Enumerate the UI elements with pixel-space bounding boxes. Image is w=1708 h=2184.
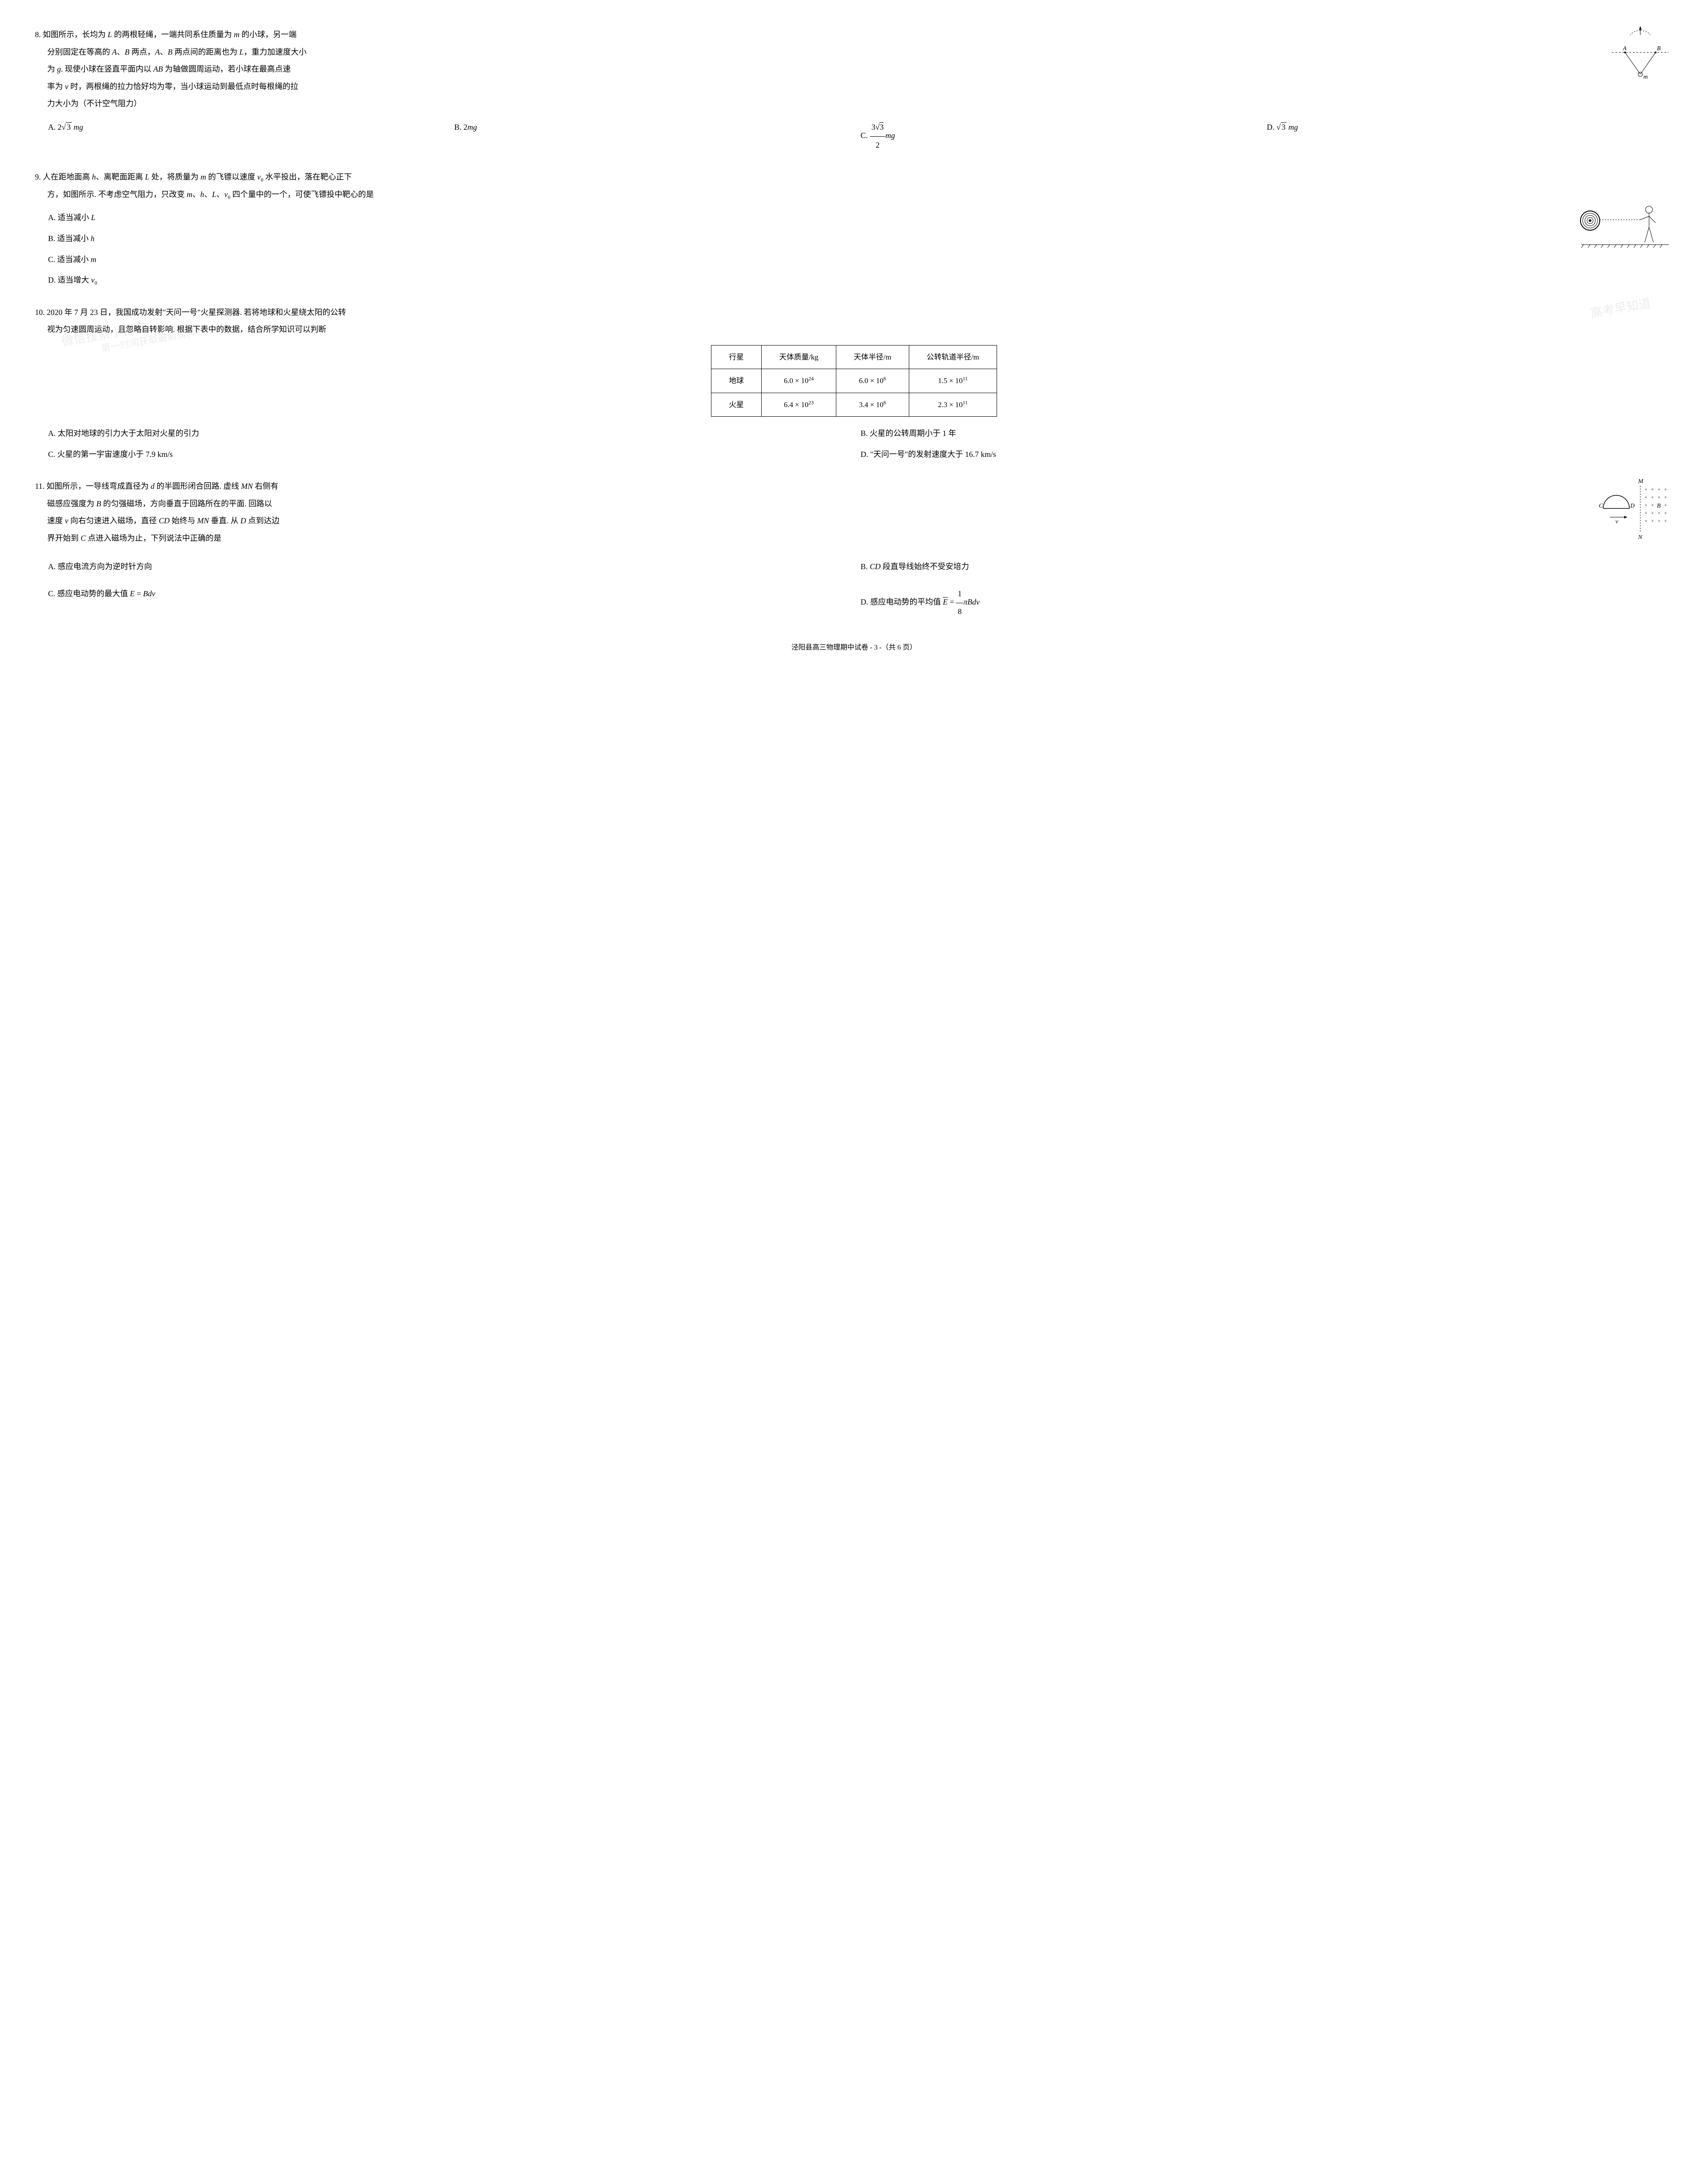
svg-text:×: × [1658,495,1660,500]
svg-text:×: × [1651,495,1654,500]
svg-text:×: × [1651,511,1654,516]
q10-option-d: D. "天问一号"的发射速度大于 16.7 km/s [861,444,1673,465]
q8-option-b: B. 2mg [454,117,860,156]
q11-option-b: B. CD 段直导线始终不受安培力 [861,556,1673,577]
q10-number: 10. [35,308,45,317]
q9-option-d: D. 适当增大 v0 [48,270,1568,291]
svg-text:×: × [1664,519,1667,524]
q11-options: A. 感应电流方向为逆时针方向 B. CD 段直导线始终不受安培力 C. 感应电… [35,556,1673,622]
svg-text:×: × [1645,511,1647,516]
svg-text:C: C [1599,503,1603,509]
q8-figure: A B m [1608,26,1673,90]
q11-line3: 速度 v 向右匀速进入磁场，直径 CD 始终与 MN 垂直. 从 D 点到达边 [35,512,1673,530]
q10-table: 行星 天体质量/kg 天体半径/m 公转轨道半径/m 地球 6.0 × 1024… [711,345,997,417]
svg-text:m: m [1643,74,1648,80]
question-11: M N × × × × × × × × × × × × × × × × × × × B C D v 11. … [35,478,1673,622]
q9-text: 9. 人在距地面高 h、离靶面距离 L 处，将质量为 m 的飞镖以速度 v0 水… [35,169,1673,186]
svg-text:×: × [1664,487,1667,492]
question-10: 高考早知道 微信搜索小程序 第一时间获取最新资料 10. 2020 年 7 月 … [35,304,1673,465]
table-row-mars: 火星 6.4 × 1023 3.4 × 106 2.3 × 1011 [711,393,997,416]
svg-text:×: × [1664,511,1667,516]
th-radius: 天体半径/m [836,345,909,369]
q8-text: 8. 如图所示，长均为 L 的两根轻绳，一端共同系住质量为 m 的小球，另一端 [35,26,1673,44]
q11-line2: 磁感应强度为 B 的匀强磁场，方向垂直于回路所在的平面. 回路以 [35,495,1673,513]
q11-option-d: D. 感应电动势的平均值 E = 18πBdv [861,584,1673,622]
svg-text:A: A [1622,45,1627,52]
svg-text:×: × [1651,503,1654,508]
page-footer: 泾阳县高三物理期中试卷 - 3 -（共 6 页） [35,640,1673,655]
th-mass: 天体质量/kg [762,345,836,369]
svg-text:×: × [1664,495,1667,500]
q8-option-a: A. 2√3 mg [48,117,454,156]
q9-line2: 方，如图所示. 不考虑空气阻力，只改变 m、h、L、v0 四个量中的一个，可使飞… [35,186,1673,204]
svg-text:×: × [1664,503,1667,508]
q10-option-b: B. 火星的公转周期小于 1 年 [861,423,1673,444]
q10-option-a: A. 太阳对地球的引力大于太阳对火星的引力 [48,423,861,444]
table-header-row: 行星 天体质量/kg 天体半径/m 公转轨道半径/m [711,345,997,369]
svg-text:×: × [1645,495,1647,500]
svg-text:×: × [1645,487,1647,492]
q11-option-a: A. 感应电流方向为逆时针方向 [48,556,861,577]
q10-options: A. 太阳对地球的引力大于太阳对火星的引力 B. 火星的公转周期小于 1 年 C… [35,423,1673,465]
q9-option-c: C. 适当减小 m [48,249,1568,270]
q9-option-b: B. 适当减小 h [48,228,1568,249]
q8-option-d: D. √3 mg [1267,117,1673,156]
q11-figure: M N × × × × × × × × × × × × × × × × × × × B C D v [1594,478,1673,550]
q10-line2: 视为匀速圆周运动，且忽略自转影响. 根据下表中的数据，结合所学知识可以判断 [35,321,1673,339]
q9-figure [1577,199,1673,258]
q8-line3: 为 g. 现使小球在竖直平面内以 AB 为轴做圆周运动，若小球在最高点速 [35,61,1673,78]
q8-options: A. 2√3 mg B. 2mg C. 3√32mg D. √3 mg [35,117,1673,156]
svg-text:M: M [1638,478,1644,485]
svg-text:×: × [1651,519,1654,524]
q11-text: 11. 如图所示，一导线弯成直径为 d 的半圆形闭合回路. 虚线 MN 右侧有 [35,478,1673,495]
th-orbit: 公转轨道半径/m [909,345,997,369]
question-9: 9. 人在距地面高 h、离靶面距离 L 处，将质量为 m 的飞镖以速度 v0 水… [35,169,1673,291]
q10-text: 10. 2020 年 7 月 23 日，我国成功发射"天问一号"火星探测器. 若… [35,304,1673,321]
q9-option-a: A. 适当减小 L [48,207,1568,228]
q9-line1: 人在距地面高 h、离靶面距离 L 处，将质量为 m 的飞镖以速度 v0 水平投出… [43,173,352,181]
svg-text:B: B [1657,503,1661,509]
q8-number: 8. [35,30,41,39]
question-8: A B m 8. 如图所示，长均为 L 的两根轻绳，一端共同系住质量为 m 的小… [35,26,1673,156]
svg-text:×: × [1658,487,1660,492]
svg-text:N: N [1638,534,1642,541]
svg-text:×: × [1658,511,1660,516]
svg-text:v: v [1615,518,1618,525]
q8-option-c: C. 3√32mg [861,117,1267,156]
q11-line1: 如图所示，一导线弯成直径为 d 的半圆形闭合回路. 虚线 MN 右侧有 [46,482,278,491]
q11-number: 11. [35,482,45,491]
q10-line1: 2020 年 7 月 23 日，我国成功发射"天问一号"火星探测器. 若将地球和… [47,308,346,317]
th-planet: 行星 [711,345,762,369]
svg-text:D: D [1630,503,1635,509]
svg-text:B: B [1657,45,1661,52]
q8-line4: 率为 v 时，两根绳的拉力恰好均为零，当小球运动到最低点时每根绳的拉 [35,78,1673,96]
svg-text:×: × [1645,519,1647,524]
q11-option-c: C. 感应电动势的最大值 E = Bdv [48,584,861,622]
q10-option-c: C. 火星的第一宇宙速度小于 7.9 km/s [48,444,861,465]
svg-text:×: × [1651,487,1654,492]
q9-number: 9. [35,173,41,181]
q9-options: A. 适当减小 L B. 适当减小 h C. 适当减小 m D. 适当增大 v0 [35,207,1568,290]
table-row-earth: 地球 6.0 × 1024 6.0 × 106 1.5 × 1011 [711,369,997,393]
q8-line2: 分别固定在等高的 A、B 两点，A、B 两点间的距离也为 L，重力加速度大小 [35,44,1673,61]
svg-text:×: × [1658,519,1660,524]
q8-line5: 力大小为（不计空气阻力） [35,95,1673,113]
q8-line1: 如图所示，长均为 L 的两根轻绳，一端共同系住质量为 m 的小球，另一端 [43,30,297,39]
svg-text:×: × [1645,503,1647,508]
q11-line4: 界开始到 C 点进入磁场为止，下列说法中正确的是 [35,530,1673,547]
